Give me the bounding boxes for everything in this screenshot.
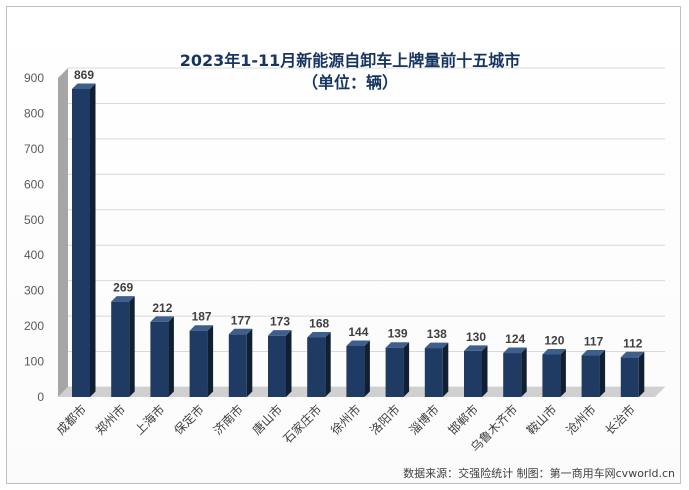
x-tick-label: 唐山市 <box>249 402 285 438</box>
x-tick-label: 成都市 <box>53 402 89 438</box>
data-label: 117 <box>584 335 604 349</box>
data-label: 269 <box>113 281 133 295</box>
bar <box>503 353 522 397</box>
data-label: 168 <box>309 316 329 330</box>
bar-top <box>189 325 214 331</box>
bar-side <box>286 330 292 397</box>
bar-top <box>111 296 135 302</box>
bar-top <box>72 83 96 89</box>
bar-side <box>560 348 566 397</box>
y-tick-label: 600 <box>24 177 44 191</box>
bar <box>189 330 208 397</box>
bar-top <box>385 342 410 348</box>
data-label: 187 <box>192 310 212 324</box>
chart-subtitle: （单位：辆） <box>302 73 398 92</box>
bar-top <box>581 350 606 356</box>
x-tick-label: 徐州市 <box>327 402 363 438</box>
bar-top <box>228 328 253 335</box>
data-label: 173 <box>270 315 290 329</box>
x-tick-label: 上海市 <box>131 402 167 438</box>
y-tick-label: 800 <box>24 106 44 120</box>
bar <box>581 355 600 397</box>
chart-title: 2023年1-11月新能源自卸车上牌量前十五城市 <box>180 51 521 70</box>
bar-side <box>90 83 96 397</box>
bar-side <box>246 328 253 397</box>
bar <box>346 345 365 397</box>
bar-side <box>521 347 527 397</box>
bar-side <box>638 351 645 397</box>
x-tick-label: 石家庄市 <box>280 402 325 447</box>
bar-side <box>599 350 606 397</box>
bar-top <box>307 331 331 338</box>
data-label: 112 <box>623 336 643 350</box>
x-tick-label: 洛阳市 <box>367 402 403 438</box>
bar-top <box>620 351 645 358</box>
bar <box>385 347 404 397</box>
y-tick-label: 900 <box>24 71 44 85</box>
bar-side <box>482 345 488 397</box>
bar <box>464 350 482 397</box>
bar-top <box>424 342 449 349</box>
bars <box>72 83 645 397</box>
data-label: 144 <box>348 325 368 339</box>
bar-side <box>129 296 135 397</box>
y-tick-label: 100 <box>24 355 44 369</box>
source-note: 数据来源：交强险统计 制图：第一商用车网cvworld.cn <box>403 466 675 480</box>
y-tick-label: 200 <box>24 319 44 333</box>
bar-side <box>168 316 174 397</box>
x-tick-label: 保定市 <box>171 402 207 438</box>
bar-top <box>346 340 370 346</box>
data-label: 120 <box>544 333 564 347</box>
x-tick-label: 邯郸市 <box>445 402 481 438</box>
x-tick-label: 沧州市 <box>563 402 599 438</box>
x-tick-label: 淄博市 <box>406 402 442 438</box>
y-tick-label: 0 <box>37 390 44 404</box>
data-label: 130 <box>466 330 486 344</box>
x-tick-label: 鞍山市 <box>523 402 559 438</box>
y-tick-label: 500 <box>24 213 44 227</box>
bar <box>542 354 561 397</box>
bar-top <box>542 348 566 355</box>
bar-top <box>268 330 292 336</box>
bar-side <box>325 331 331 397</box>
bar-side <box>442 342 449 397</box>
y-tick-label: 300 <box>24 284 44 298</box>
data-label: 124 <box>505 332 525 346</box>
data-label: 177 <box>231 313 251 327</box>
bar <box>620 357 639 397</box>
bar <box>307 337 326 397</box>
left-wall <box>58 68 68 397</box>
data-label: 138 <box>427 327 447 341</box>
bar-side <box>207 325 214 397</box>
bar <box>150 321 169 397</box>
bar-top <box>150 316 174 322</box>
bar <box>228 334 247 397</box>
x-tick-label: 郑州市 <box>92 402 128 438</box>
bar-top <box>503 347 527 354</box>
bar <box>72 88 90 397</box>
data-label: 869 <box>74 68 94 82</box>
y-tick-label: 400 <box>24 248 44 262</box>
x-tick-label: 长治市 <box>602 402 638 438</box>
data-label: 212 <box>152 301 172 315</box>
bar <box>424 348 443 397</box>
bar-side <box>364 340 370 397</box>
y-tick-label: 700 <box>24 142 44 156</box>
x-tick-label: 济南市 <box>210 402 246 438</box>
data-label: 139 <box>388 327 408 341</box>
bar <box>111 301 130 397</box>
bar-side <box>403 342 410 397</box>
bar-top <box>464 345 488 351</box>
bar <box>268 335 286 397</box>
